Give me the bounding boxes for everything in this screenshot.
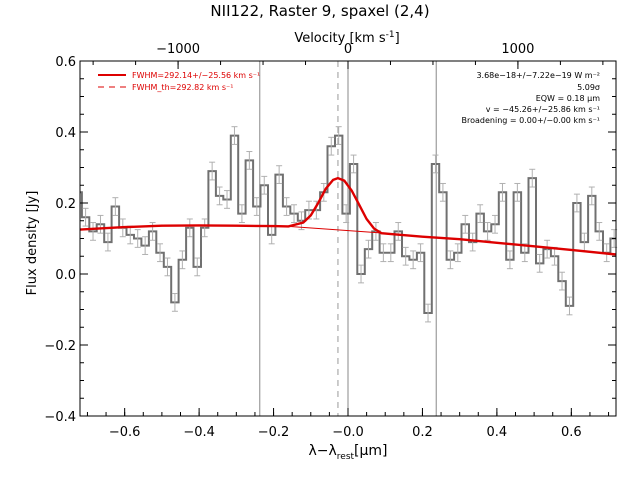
top-tick-label: −1000	[156, 42, 200, 57]
y-tick-label: 0.6	[55, 55, 76, 70]
x-tick-label: 0.2	[412, 425, 433, 440]
x-tick-label: 0.4	[487, 425, 508, 440]
chart-title: NII122, Raster 9, spaxel (2,4)	[210, 2, 429, 20]
y-tick-label: 0.4	[55, 126, 76, 141]
annotation-eqw: EQW = 0.18 μm	[536, 94, 600, 103]
x-tick-label: −0.2	[258, 425, 290, 440]
x-tick-label: 0.6	[561, 425, 582, 440]
fit-curve	[79, 176, 617, 256]
legend: FWHM=292.14+/−25.56 km s⁻¹ FWHM_th=292.8…	[98, 71, 260, 92]
annotation-significance: 5.09σ	[577, 83, 600, 92]
annotation-flux: 3.68e−18+/−7.22e−19 W m⁻²	[476, 71, 600, 80]
top-tick-label: 1000	[501, 42, 534, 57]
legend-label-fwhm: FWHM=292.14+/−25.56 km s⁻¹	[132, 71, 260, 80]
y-tick-label: 0.2	[55, 197, 76, 212]
annotation-velocity: v = −45.26+/−25.86 km s⁻¹	[486, 105, 600, 114]
y-tick-label: −0.2	[44, 339, 76, 354]
top-x-axis-label: Velocity [km s-1]	[294, 30, 399, 46]
continuum-line	[288, 225, 386, 234]
y-tick-label: 0.0	[55, 268, 76, 283]
x-axis-label: λ−λrest[μm]	[308, 443, 387, 462]
x-tick-label: −0.0	[332, 425, 364, 440]
x-tick-label: −0.6	[109, 425, 141, 440]
annotation-block: 3.68e−18+/−7.22e−19 W m⁻² 5.09σ EQW = 0.…	[462, 71, 601, 125]
top-tick-label: 0	[344, 42, 352, 57]
x-tick-label: −0.4	[183, 425, 215, 440]
y-tick-label: −0.4	[44, 410, 76, 425]
y-axis-label: Flux density [Jy]	[25, 191, 40, 296]
legend-label-fwhm-th: FWHM_th=292.82 km s⁻¹	[132, 83, 233, 92]
annotation-broadening: Broadening = 0.00+/−0.00 km s⁻¹	[462, 116, 600, 125]
